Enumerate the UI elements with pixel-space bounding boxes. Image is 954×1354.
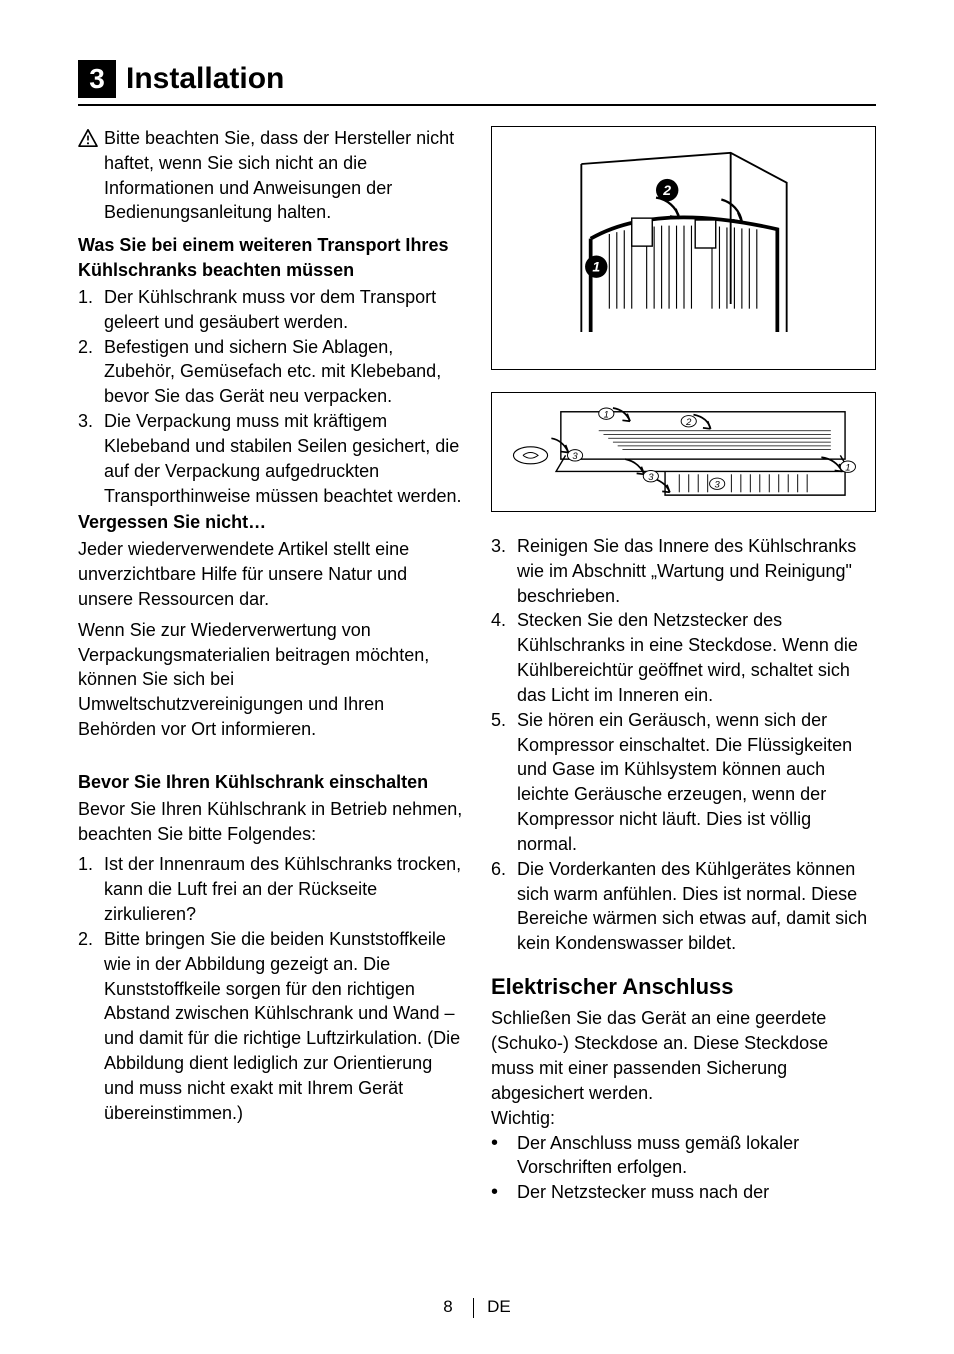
svg-text:1: 1 (592, 258, 600, 274)
svg-text:3: 3 (572, 451, 578, 462)
list-item: 3.Reinigen Sie das Innere des Kühlschran… (491, 534, 876, 608)
section-number: 3 (78, 60, 116, 98)
list-item: 1.Ist der Innenraum des Kühlschranks tro… (78, 852, 463, 926)
heading-bevor: Bevor Sie Ihren Kühlschrank einschalten (78, 770, 463, 795)
paragraph: Wenn Sie zur Wiederverwertung von Verpac… (78, 618, 463, 742)
footer-separator (473, 1298, 474, 1318)
right-column: 1 2 (491, 126, 876, 1205)
bullet-list: Der Anschluss muss gemäß lokaler Vorschr… (491, 1131, 876, 1205)
paragraph: Bevor Sie Ihren Kühlschrank in Betrieb n… (78, 797, 463, 847)
svg-text:1: 1 (845, 462, 850, 473)
left-column: Bitte beachten Sie, dass der Hersteller … (78, 126, 463, 1205)
heading-vergessen: Vergessen Sie nicht… (78, 510, 463, 535)
paragraph: Schließen Sie das Gerät an eine geerdete… (491, 1006, 876, 1105)
section-header: 3 Installation (78, 60, 876, 106)
list-item: 6.Die Vorderkanten des Kühlgerätes könne… (491, 857, 876, 956)
svg-text:3: 3 (648, 471, 654, 482)
svg-text:2: 2 (685, 417, 692, 428)
warning-block: Bitte beachten Sie, dass der Hersteller … (78, 126, 463, 225)
page-number: 8 (443, 1297, 452, 1316)
section-title: Installation (126, 62, 284, 96)
svg-text:1: 1 (603, 409, 608, 420)
heading-transport: Was Sie bei einem weiteren Transport Ihr… (78, 233, 463, 283)
svg-text:3: 3 (714, 479, 720, 490)
list-item: 2.Befestigen und sichern Sie Ablagen, Zu… (78, 335, 463, 409)
list-transport: 1.Der Kühlschrank muss vor dem Transport… (78, 285, 463, 508)
list-item: 5.Sie hören ein Geräusch, wenn sich der … (491, 708, 876, 857)
list-item: 3.Die Verpackung muss mit kräftigem Kleb… (78, 409, 463, 508)
subheading-elektrisch: Elektrischer Anschluss (491, 972, 876, 1002)
list-einschalten: 1.Ist der Innenraum des Kühlschranks tro… (78, 852, 463, 1125)
list-item: Der Anschluss muss gemäß lokaler Vorschr… (491, 1131, 876, 1181)
page-lang: DE (487, 1297, 511, 1316)
content-columns: Bitte beachten Sie, dass der Hersteller … (78, 126, 876, 1205)
warning-text: Bitte beachten Sie, dass der Hersteller … (104, 126, 463, 225)
list-item: Der Netzstecker muss nach der (491, 1180, 876, 1205)
list-item: 1.Der Kühlschrank muss vor dem Transport… (78, 285, 463, 335)
list-item: 4.Stecken Sie den Netzstecker des Kühlsc… (491, 608, 876, 707)
figure-top-view: 1 2 3 3 3 1 (491, 392, 876, 512)
list-item: 2.Bitte bringen Sie die beiden Kunststof… (78, 927, 463, 1126)
warning-icon (78, 129, 98, 147)
list-einschalten-cont: 3.Reinigen Sie das Innere des Kühlschran… (491, 534, 876, 956)
figure-fridge-back: 1 2 (491, 126, 876, 370)
page-footer: 8 DE (0, 1297, 954, 1318)
svg-text:2: 2 (662, 182, 671, 198)
paragraph: Wichtig: (491, 1106, 876, 1131)
paragraph: Jeder wiederverwendete Artikel stellt ei… (78, 537, 463, 611)
